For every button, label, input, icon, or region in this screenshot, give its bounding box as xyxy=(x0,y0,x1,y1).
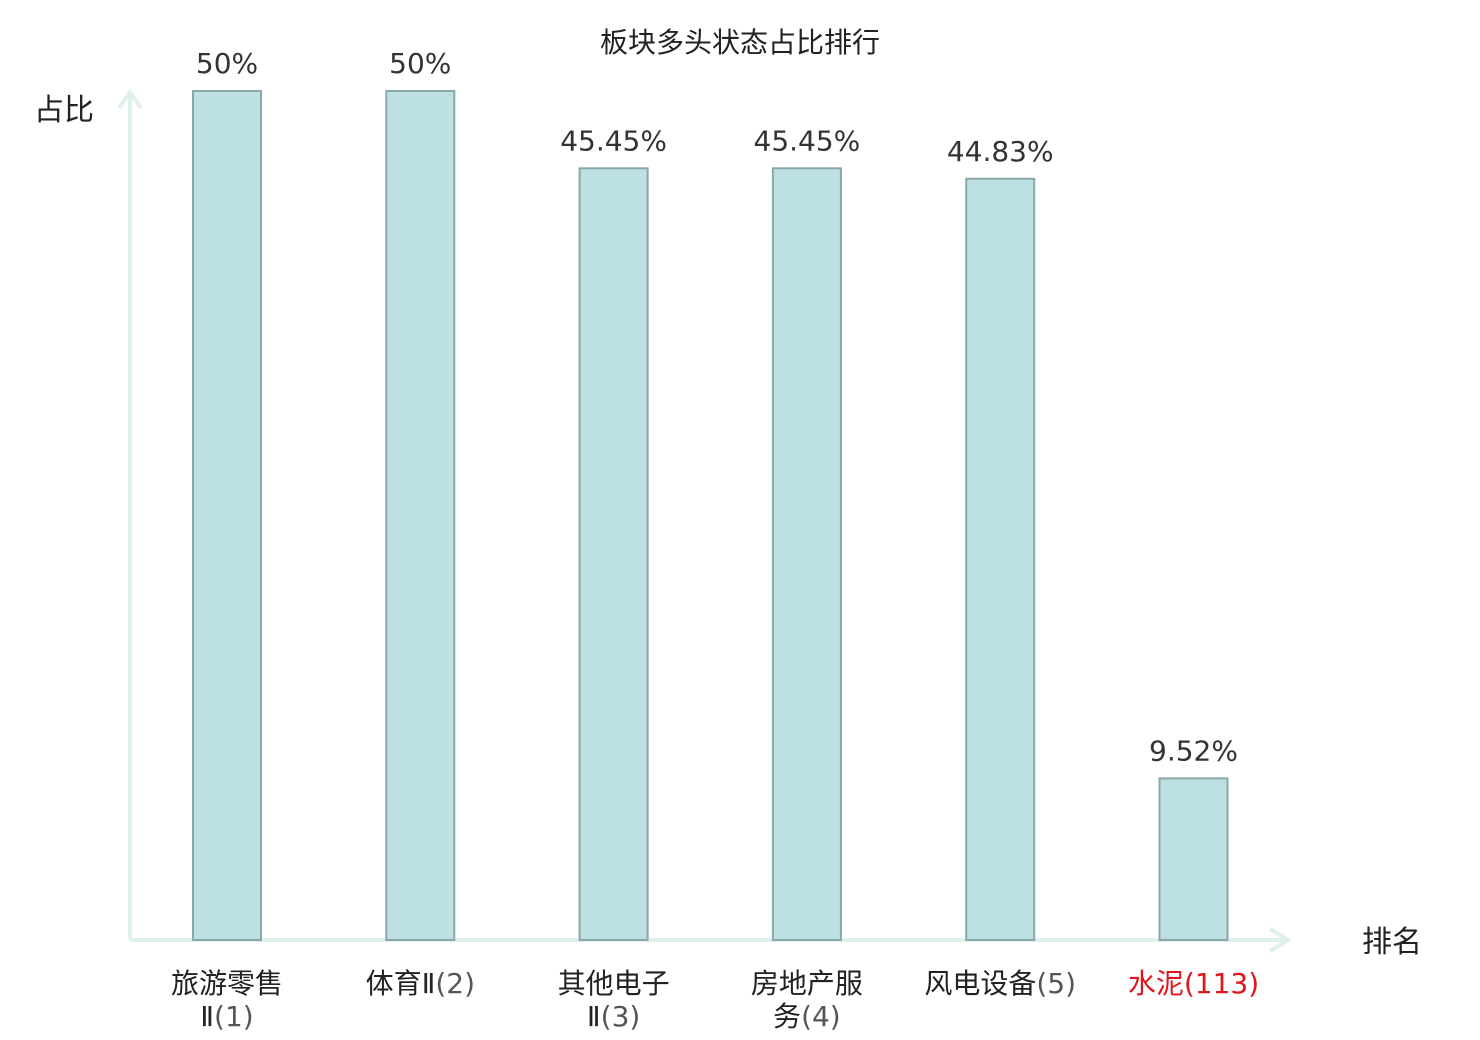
category-rank: (113) xyxy=(1184,967,1259,1000)
category-rank: (5) xyxy=(1036,967,1076,1000)
category-label: 旅游零售 Ⅱ(1) xyxy=(171,967,283,1033)
bar xyxy=(578,167,649,942)
category-label: 风电设备(5) xyxy=(924,967,1076,1000)
category-label: 房地产服务(4) xyxy=(751,967,863,1033)
data-label: 45.45% xyxy=(560,124,667,157)
data-labels: 50% 50% 45.45% 45.45% 44.83% 9.52% xyxy=(196,47,1238,767)
bars xyxy=(192,90,1229,942)
axes: 占比 排名 50% 50% 45.45% 45.45% 44.83% 9.52% 旅游零售… xyxy=(34,47,1422,1033)
data-label: 45.45% xyxy=(754,124,861,157)
category-name: 房地产服 xyxy=(751,967,863,1000)
data-label: 50% xyxy=(196,47,258,80)
category-name: 务 xyxy=(773,1000,801,1033)
bar xyxy=(965,177,1036,942)
bar xyxy=(192,90,262,941)
y-axis-label: 占比 xyxy=(34,93,94,128)
category-label: 其他电子 Ⅱ(3) xyxy=(558,967,670,1033)
category-name: Ⅱ xyxy=(200,1000,214,1033)
category-name: 其他电子 xyxy=(558,967,670,1000)
category-name: 旅游零售 xyxy=(171,967,283,1000)
category-name: 水泥 xyxy=(1128,967,1184,1000)
category-rank: (1) xyxy=(214,1000,254,1033)
data-label: 9.52% xyxy=(1149,734,1238,767)
category-rank: (3) xyxy=(601,1000,641,1033)
x-axis-label: 排名 xyxy=(1362,925,1422,960)
category-label: 水泥(113) xyxy=(1128,967,1259,1000)
data-label: 50% xyxy=(389,47,451,80)
category-name: Ⅱ xyxy=(587,1000,601,1033)
bar xyxy=(385,90,456,941)
y-axis-arrow xyxy=(117,88,143,110)
category-name: 体育Ⅱ xyxy=(366,967,436,1000)
bar xyxy=(1158,777,1229,942)
data-label: 44.83% xyxy=(947,135,1054,168)
chart-title: 板块多头状态占比排行 xyxy=(600,26,880,59)
bar xyxy=(771,167,842,942)
category-name: 风电设备 xyxy=(924,967,1036,1000)
x-axis-arrow xyxy=(1268,927,1292,953)
category-labels: 旅游零售 Ⅱ(1)体育Ⅱ(2) 其他电子 Ⅱ(3)房地产服务(4)风电设备(5) 水泥(… xyxy=(171,967,1259,1033)
category-rank: (2) xyxy=(435,967,475,1000)
category-label: 体育Ⅱ(2) xyxy=(366,967,475,1000)
category-rank: (4) xyxy=(801,1000,841,1033)
